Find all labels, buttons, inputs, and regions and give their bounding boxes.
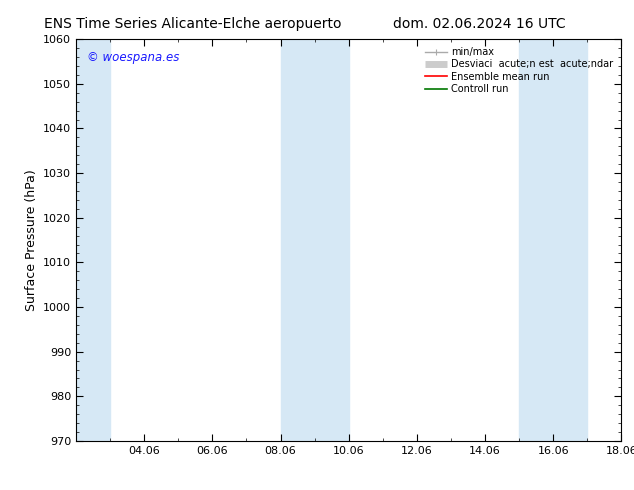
Bar: [76, 39, 110, 441]
Y-axis label: Surface Pressure (hPa): Surface Pressure (hPa): [25, 169, 37, 311]
Bar: [519, 39, 587, 441]
Legend: min/max, Desviaci  acute;n est  acute;ndar, Ensemble mean run, Controll run: min/max, Desviaci acute;n est acute;ndar…: [422, 44, 616, 97]
Bar: [280, 39, 349, 441]
Text: dom. 02.06.2024 16 UTC: dom. 02.06.2024 16 UTC: [393, 17, 566, 31]
Text: ENS Time Series Alicante-Elche aeropuerto: ENS Time Series Alicante-Elche aeropuert…: [44, 17, 342, 31]
Text: © woespana.es: © woespana.es: [87, 51, 179, 64]
